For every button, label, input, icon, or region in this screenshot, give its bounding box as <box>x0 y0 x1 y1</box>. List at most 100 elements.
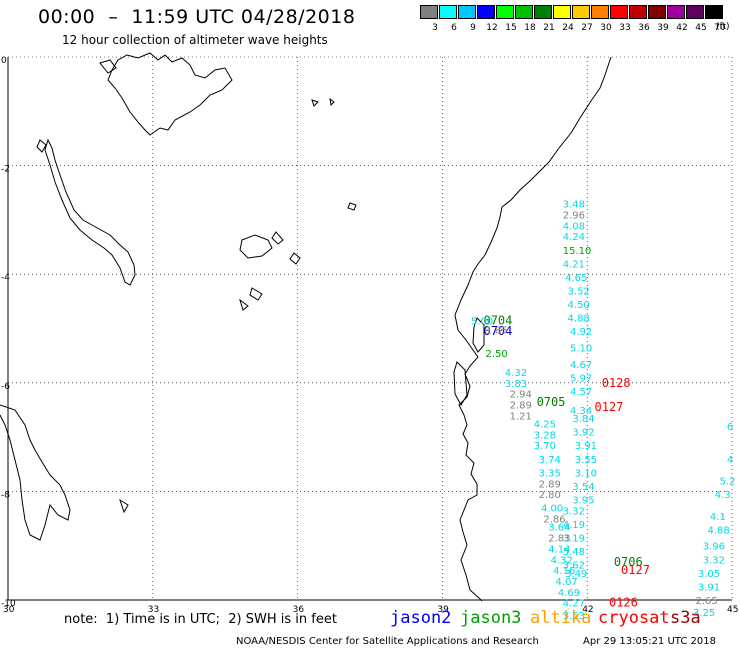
wave-height-value: 4.92 <box>570 327 592 338</box>
scale-label: 6 <box>451 23 457 33</box>
wave-height-value: 2.94 <box>510 390 532 401</box>
lat-tick-label: -6 <box>1 382 10 392</box>
credit-text: NOAA/NESDIS Center for Satellite Applica… <box>236 636 539 647</box>
lat-tick-label: -10 <box>1 599 16 609</box>
lake-rukwa <box>239 234 273 259</box>
wave-height-value: 4.57 <box>570 387 592 398</box>
scale-label: 15 <box>505 23 517 33</box>
scale-label: 45 <box>695 23 707 33</box>
scale-label: 21 <box>543 23 555 33</box>
pass-time-label: 0127 <box>595 400 624 414</box>
lake-malawi <box>0 404 71 541</box>
scale-swatch <box>686 5 704 19</box>
scale-swatch <box>420 5 438 19</box>
wave-height-value: 2.65 <box>695 596 717 607</box>
small-lake-8 <box>239 298 249 311</box>
lon-tick-label: 45 <box>727 605 738 615</box>
small-lake-7 <box>249 287 263 301</box>
wave-height-value: 3.95 <box>572 496 594 507</box>
chart-subtitle: 12 hour collection of altimeter wave hei… <box>62 33 328 47</box>
wave-height-value: 3.52 <box>568 286 590 297</box>
small-lake-3 <box>347 202 357 211</box>
scale-swatch <box>477 5 495 19</box>
scale-label: 36 <box>638 23 650 33</box>
wave-height-value: 4.50 <box>568 300 590 311</box>
wave-height-value: 5.00 <box>471 316 493 327</box>
wave-height-value: 4.34 <box>570 406 592 417</box>
lon-tick-label: 39 <box>437 605 449 615</box>
wave-height-value: 2.83 <box>548 534 570 545</box>
wave-height-value: 3.83 <box>505 379 527 390</box>
scale-label: 39 <box>657 23 669 33</box>
scale-label: 27 <box>581 23 593 33</box>
scale-swatch <box>515 5 533 19</box>
wave-height-value: 15.10 <box>563 246 592 257</box>
pemba-island <box>472 317 485 353</box>
legend-item-cryosat: cryosat <box>598 608 670 628</box>
scale-swatch <box>572 5 590 19</box>
legend-item-altika: altika <box>530 608 592 628</box>
pass-time-label: 0127 <box>621 563 650 577</box>
lon-tick-label: 33 <box>148 605 159 615</box>
wave-height-value: 5.2 <box>720 477 736 488</box>
wave-height-value: 4.16 <box>553 566 575 577</box>
map-grid <box>7 56 733 601</box>
scale-label: 18 <box>524 23 536 33</box>
lat-tick-label: 0 <box>1 56 7 66</box>
lon-tick-label: 42 <box>582 605 593 615</box>
scale-swatch <box>534 5 552 19</box>
small-lake-9 <box>119 498 129 514</box>
wave-height-value: 4 <box>727 455 733 466</box>
wave-height-value: 3.35 <box>539 468 561 479</box>
wave-height-value: 3.48 <box>563 200 585 211</box>
wave-height-value: 4.67 <box>570 360 592 371</box>
wave-height-value: 4.19 <box>563 520 585 531</box>
generated-timestamp: Apr 29 13:05:21 UTC 2018 <box>583 636 716 647</box>
lat-tick-label: -8 <box>1 490 10 500</box>
wave-height-value: 4.88 <box>568 314 590 325</box>
lon-tick-label: 30 <box>3 605 15 615</box>
legend-item-s3a: s3a <box>670 608 701 628</box>
wave-height-value: 3.74 <box>539 455 561 466</box>
scale-label: 12 <box>486 23 498 33</box>
scale-swatch <box>553 5 571 19</box>
small-lake-5 <box>311 99 319 107</box>
wave-height-value: 3.91 <box>575 441 597 452</box>
lat-tick-label: -2 <box>1 165 10 175</box>
wave-height-value: 4.69 <box>558 588 580 599</box>
wave-height-value: 3.49 <box>565 569 587 580</box>
scale-unit: (ft) <box>716 22 730 32</box>
scale-swatch <box>705 5 723 19</box>
wave-height-value: 2.86 <box>543 515 565 526</box>
lat-tick-label: -4 <box>1 273 10 283</box>
wave-height-value: 3.84 <box>572 414 594 425</box>
wave-height-value: 2.96 <box>563 210 585 221</box>
lake-tanganyika <box>44 138 136 286</box>
wave-height-value: 3.19 <box>563 534 585 545</box>
scale-label: 9 <box>470 23 476 33</box>
wave-height-value: 4.88 <box>708 525 730 536</box>
coastline <box>0 52 612 602</box>
small-lake-1 <box>36 139 47 153</box>
wave-height-value: 3.28 <box>534 430 556 441</box>
wave-height-value: 3.05 <box>698 569 720 580</box>
wave-height-value: 6 <box>727 422 733 433</box>
small-lake-6 <box>271 231 284 245</box>
scale-swatch <box>667 5 685 19</box>
lon-tick-label: 36 <box>293 605 305 615</box>
wave-height-value: 4.00 <box>541 504 563 515</box>
wave-height-value: 2.89 <box>539 479 561 490</box>
scale-swatch <box>496 5 514 19</box>
pass-time-label: 0706 <box>614 555 643 569</box>
wave-height-value: 5.97 <box>570 373 592 384</box>
wave-height-value: 3.92 <box>572 428 594 439</box>
scale-label: 42 <box>676 23 688 33</box>
pass-time-label: 0704 <box>483 313 512 327</box>
wave-height-value: 4.27 <box>563 599 585 610</box>
scale-swatch <box>629 5 647 19</box>
scale-label: 24 <box>562 23 574 33</box>
scale-label: 70 <box>714 23 726 33</box>
wave-height-value: 3.10 <box>575 468 597 479</box>
